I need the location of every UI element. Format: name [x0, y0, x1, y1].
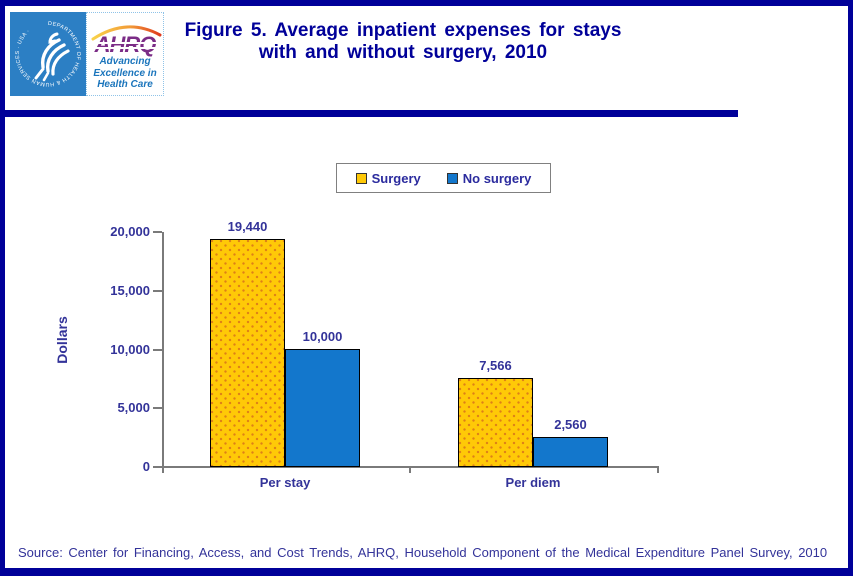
tagline-line: Advancing	[99, 56, 151, 67]
y-axis-line	[162, 232, 164, 468]
y-tick-label: 5,000	[117, 400, 150, 416]
y-tick-label: 0	[142, 459, 150, 474]
x-axis-tick	[409, 468, 411, 473]
legend-item-surgery: Surgery	[355, 170, 421, 186]
bar-surgery-per-stay	[210, 239, 285, 467]
hhs-eagle-icon	[34, 32, 70, 82]
bar-no-surgery-per-stay	[285, 349, 360, 467]
tagline-line: Health Care	[97, 79, 153, 90]
bar-no-surgery-per-diem	[533, 437, 608, 467]
ahrq-wordmark: AHRQ	[87, 32, 163, 57]
hhs-seal-icon: DEPARTMENT OF HEALTH & HUMAN SERVICES · …	[10, 12, 86, 96]
y-tick-label: 20,000	[110, 224, 150, 239]
ahrq-arc-icon	[91, 25, 162, 41]
figure-title-line2: with and without surgery, 2010	[258, 42, 548, 63]
figure-title: Figure 5. Average inpatient expenses for…	[168, 20, 638, 64]
legend-swatch-icon	[446, 172, 458, 184]
ahrq-hhs-logo: DEPARTMENT OF HEALTH & HUMAN SERVICES · …	[10, 12, 164, 96]
y-tick-label: 15,000	[110, 282, 150, 298]
ahrq-tagline: Advancing Excellence in Health Care	[87, 56, 163, 91]
svg-text:DEPARTMENT OF HEALTH & HUMAN S: DEPARTMENT OF HEALTH & HUMAN SERVICES · …	[15, 21, 81, 87]
legend-swatch-icon	[355, 172, 367, 184]
y-axis-tick	[153, 289, 162, 292]
bar-value-label: 19,440	[227, 219, 268, 234]
chart-legend: Surgery No surgery	[336, 163, 551, 193]
y-axis-tick	[153, 466, 162, 468]
ahrq-stripe	[91, 47, 159, 49]
category-label: Per diem	[505, 475, 561, 490]
figure-title-line1: Figure 5. Average inpatient expenses for…	[184, 20, 622, 41]
y-axis-tick	[153, 231, 162, 233]
y-tick-label: 10,000	[110, 341, 150, 357]
y-axis-tick	[153, 348, 162, 351]
source-note: Source: Center for Financing, Access, an…	[18, 545, 828, 560]
y-axis-title: Dollars	[54, 316, 70, 364]
header-divider-rule	[0, 110, 738, 117]
x-axis-tick	[162, 468, 164, 473]
legend-label: No surgery	[462, 170, 532, 186]
bar-value-label: 10,000	[302, 329, 343, 344]
ahrq-acronym-text: AHRQ	[94, 32, 157, 57]
bar-value-label: 7,566	[479, 358, 512, 373]
tagline-line: Excellence in	[93, 67, 157, 79]
hhs-ring-text: DEPARTMENT OF HEALTH & HUMAN SERVICES · …	[15, 21, 81, 87]
legend-item-no-surgery: No surgery	[446, 170, 532, 186]
legend-label: Surgery	[371, 170, 421, 186]
x-axis-tick	[657, 468, 659, 473]
ahrq-stripe	[91, 42, 159, 44]
bar-surgery-per-diem	[458, 378, 533, 467]
bar-value-label: 2,560	[554, 417, 587, 432]
category-label: Per stay	[259, 475, 311, 490]
x-axis-line	[162, 466, 659, 468]
y-axis-tick	[153, 407, 162, 410]
ahrq-logo: AHRQ Advancing Excellence in Health Care	[86, 12, 164, 96]
